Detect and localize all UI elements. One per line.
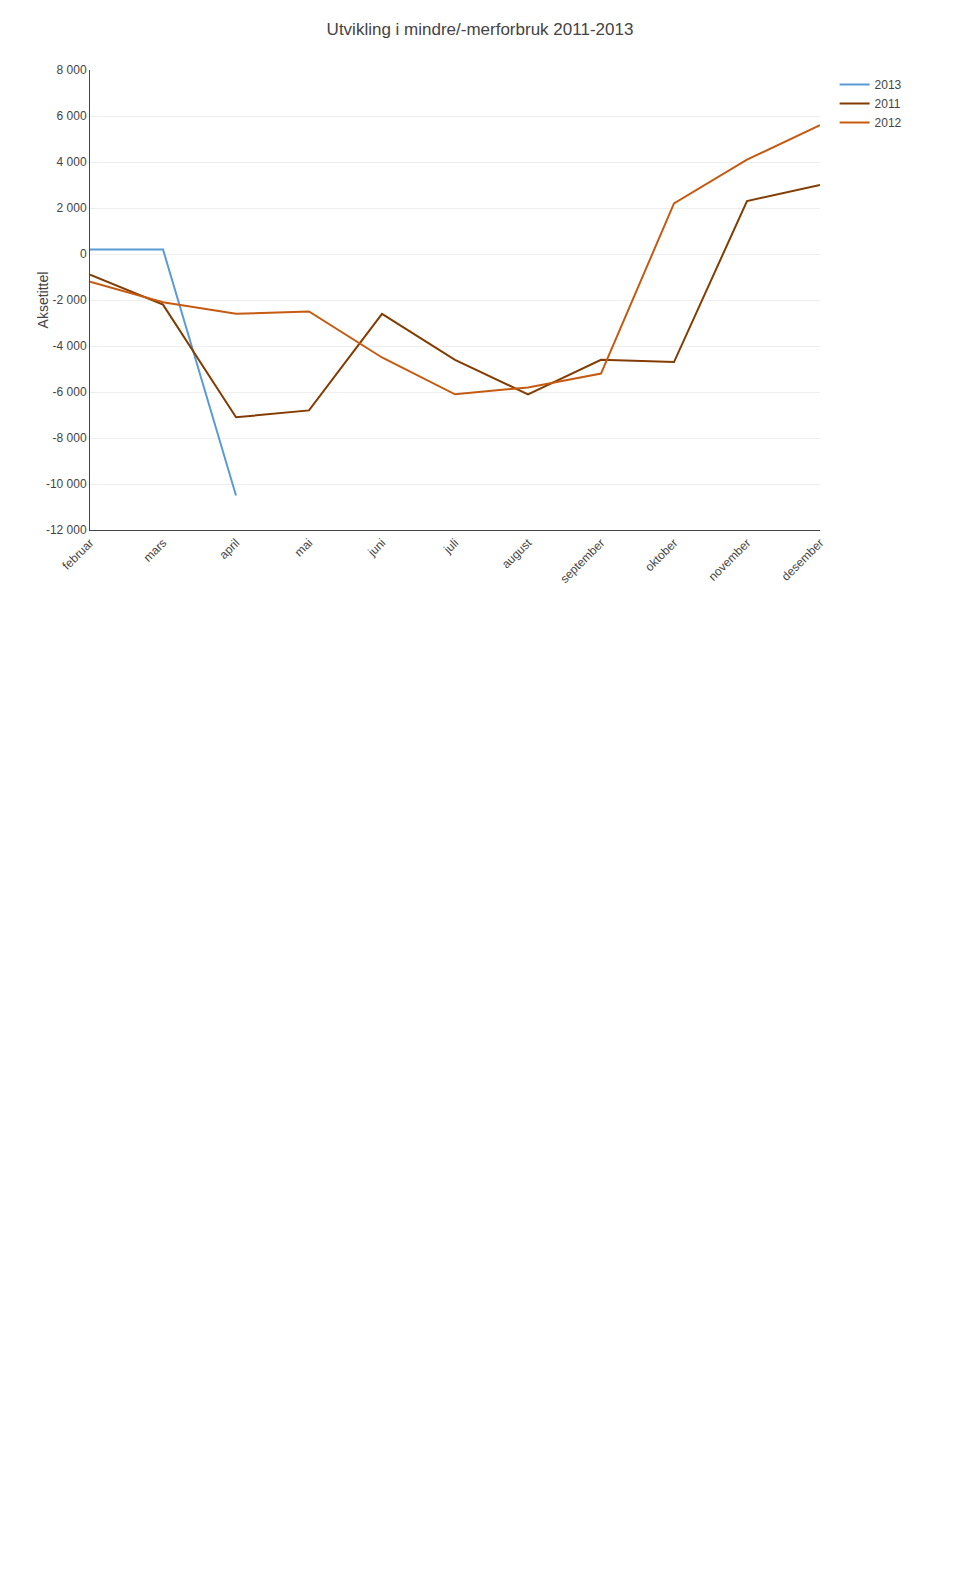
svg-text:2012: 2012 [875, 116, 902, 130]
svg-text:april: april [216, 536, 242, 562]
svg-text:september: september [557, 536, 607, 586]
svg-text:mars: mars [141, 536, 170, 565]
svg-text:6 000: 6 000 [57, 109, 87, 123]
svg-text:desember: desember [779, 536, 827, 584]
svg-text:-10 000: -10 000 [46, 477, 87, 491]
svg-text:mai: mai [292, 536, 316, 560]
svg-text:oktober: oktober [642, 536, 680, 574]
svg-text:2 000: 2 000 [57, 201, 87, 215]
svg-text:juli: juli [440, 536, 461, 557]
svg-text:Utvikling i mindre/-merforbruk: Utvikling i mindre/-merforbruk 2011-2013 [327, 20, 634, 39]
svg-text:8 000: 8 000 [57, 63, 87, 77]
svg-text:-6 000: -6 000 [53, 385, 87, 399]
svg-text:4 000: 4 000 [57, 155, 87, 169]
svg-text:0: 0 [80, 247, 87, 261]
svg-text:Aksetittel: Aksetittel [35, 272, 51, 329]
svg-text:-12 000: -12 000 [46, 523, 87, 537]
svg-text:november: november [706, 536, 754, 584]
svg-text:juni: juni [365, 536, 389, 560]
svg-text:-4 000: -4 000 [53, 339, 87, 353]
svg-text:-8 000: -8 000 [53, 431, 87, 445]
svg-text:2011: 2011 [875, 97, 901, 111]
svg-text:2013: 2013 [875, 78, 902, 92]
svg-text:-2 000: -2 000 [53, 293, 87, 307]
svg-text:august: august [499, 535, 535, 571]
svg-text:februar: februar [60, 536, 97, 573]
